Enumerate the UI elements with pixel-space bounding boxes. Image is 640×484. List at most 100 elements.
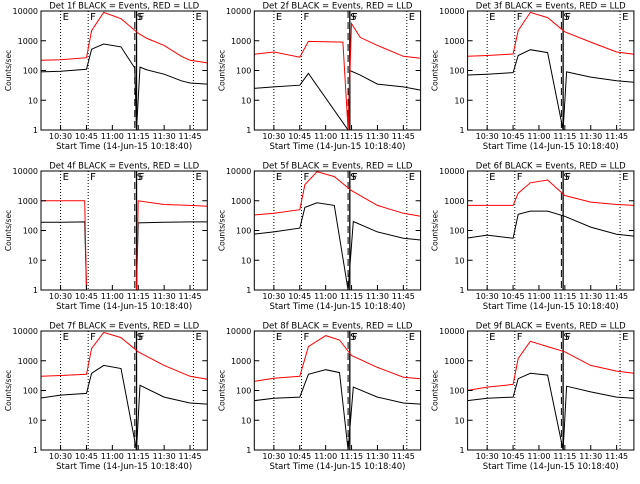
x-tick-label: 10:45	[502, 452, 525, 461]
series-events	[467, 210, 634, 239]
x-tick-label: 10:45	[502, 292, 525, 301]
y-axis-label: Counts/sec	[4, 370, 13, 411]
series-lld	[41, 11, 208, 64]
x-tick-label: 11:45	[179, 292, 202, 301]
time-marker-label: S	[563, 332, 569, 343]
plot-frame	[253, 170, 422, 291]
panel-title: Det 8f BLACK = Events, RED = LLD	[262, 322, 412, 332]
time-marker-label: F	[90, 172, 96, 183]
y-tick-label: 1000	[231, 357, 251, 366]
y-tick-label: 10000	[13, 327, 38, 336]
series-lld	[467, 179, 634, 206]
time-marker-label: F	[139, 332, 145, 343]
time-marker-label: E	[195, 12, 201, 23]
y-tick-label: 1	[246, 126, 251, 135]
x-tick-label: 11:00	[101, 292, 124, 301]
x-tick-label: 11:45	[605, 292, 628, 301]
panel-title: Det 1f BLACK = Events, RED = LLD	[49, 2, 199, 12]
y-axis-label: Counts/sec	[217, 210, 226, 251]
y-tick-label: 1	[33, 286, 38, 295]
x-tick-label: 11:15	[553, 132, 576, 141]
series-lld	[254, 21, 421, 130]
series-events	[41, 221, 208, 290]
x-tick-label: 10:45	[75, 132, 98, 141]
y-tick-label: 100	[449, 387, 464, 396]
time-marker-label: S	[137, 12, 143, 23]
x-tick-label: 11:15	[553, 292, 576, 301]
x-tick-label: 11:30	[579, 292, 602, 301]
time-marker-label: S	[137, 332, 143, 343]
y-tick-label: 10000	[439, 167, 464, 176]
y-tick-label: 10	[28, 416, 38, 425]
y-tick-label: 10000	[226, 167, 251, 176]
x-tick-label: 11:30	[366, 132, 389, 141]
series-events	[41, 364, 208, 450]
x-tick-label: 11:00	[527, 452, 550, 461]
x-tick-label: 10:30	[49, 132, 72, 141]
x-tick-label: 11:45	[392, 292, 415, 301]
x-tick-label: 11:45	[179, 132, 202, 141]
series-lld	[254, 171, 421, 217]
series-lld	[467, 340, 634, 391]
x-tick-label: 11:30	[153, 292, 176, 301]
series-events	[254, 369, 421, 450]
series-lld	[254, 335, 421, 382]
time-marker-label: F	[352, 12, 358, 23]
x-axis-label: Start Time (14-Jun-15 10:18:40)	[483, 462, 619, 472]
y-axis-label: Counts/sec	[217, 370, 226, 411]
time-marker-label: F	[303, 332, 309, 343]
series-events	[254, 202, 421, 290]
y-tick-label: 1000	[18, 37, 38, 46]
y-tick-label: 1000	[444, 357, 464, 366]
y-tick-label: 10	[454, 416, 464, 425]
x-tick-label: 11:30	[579, 452, 602, 461]
time-marker-label: E	[622, 332, 628, 343]
y-tick-label: 1	[33, 126, 38, 135]
y-tick-label: 1000	[231, 37, 251, 46]
x-tick-label: 10:45	[288, 452, 311, 461]
x-axis-label: Start Time (14-Jun-15 10:18:40)	[269, 462, 405, 472]
x-tick-label: 10:45	[288, 132, 311, 141]
panel-title: Det 4f BLACK = Events, RED = LLD	[49, 162, 199, 172]
time-marker-label: F	[517, 12, 523, 23]
x-tick-label: 11:30	[153, 132, 176, 141]
y-tick-label: 10000	[439, 7, 464, 16]
time-marker-label: F	[517, 172, 523, 183]
x-axis-label: Start Time (14-Jun-15 10:18:40)	[56, 142, 192, 152]
series-events	[467, 372, 634, 450]
y-axis-label: Counts/sec	[217, 50, 226, 91]
y-tick-label: 100	[23, 227, 38, 236]
series-events	[254, 69, 421, 130]
time-marker-label: F	[90, 332, 96, 343]
y-tick-label: 1000	[18, 357, 38, 366]
time-marker-label: S	[137, 172, 143, 183]
time-marker-label: F	[565, 12, 571, 23]
x-tick-label: 11:30	[366, 452, 389, 461]
x-tick-label: 10:30	[49, 452, 72, 461]
y-tick-label: 1000	[444, 197, 464, 206]
x-tick-label: 11:15	[340, 132, 363, 141]
plot-frame	[467, 170, 635, 291]
y-tick-label: 100	[23, 67, 38, 76]
y-tick-label: 10000	[226, 7, 251, 16]
x-tick-label: 11:30	[153, 452, 176, 461]
time-marker-label: E	[195, 172, 201, 183]
x-tick-label: 10:30	[476, 132, 499, 141]
y-axis-label: Counts/sec	[431, 50, 440, 91]
y-tick-label: 10	[28, 256, 38, 265]
time-marker-label: F	[565, 332, 571, 343]
y-tick-label: 1000	[444, 37, 464, 46]
plot-frame	[40, 330, 208, 451]
time-marker-label: S	[563, 12, 569, 23]
x-axis-label: Start Time (14-Jun-15 10:18:40)	[56, 462, 192, 472]
time-marker-label: E	[63, 12, 69, 23]
x-tick-label: 10:30	[49, 292, 72, 301]
y-tick-label: 100	[236, 387, 251, 396]
y-tick-label: 10000	[226, 327, 251, 336]
time-marker-label: S	[350, 172, 356, 183]
series-events	[41, 43, 208, 130]
x-tick-label: 11:15	[553, 452, 576, 461]
